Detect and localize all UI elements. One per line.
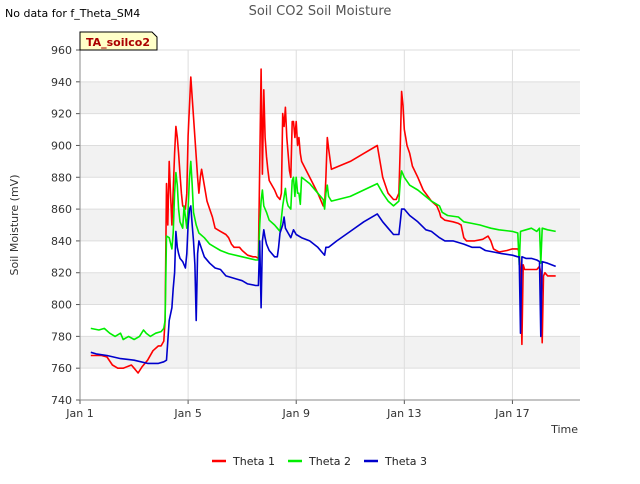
- background-band: [80, 209, 580, 241]
- x-tick-label: Jan 17: [494, 407, 529, 420]
- y-tick-label: 800: [51, 299, 72, 312]
- site-badge: TA_soilco2: [79, 31, 158, 51]
- axes: [76, 49, 580, 404]
- y-tick-label: 960: [51, 44, 72, 57]
- chart-title: Soil CO2 Soil Moisture: [249, 4, 392, 19]
- y-tick-label: 860: [51, 203, 72, 216]
- gridlines: [79, 49, 580, 401]
- background-band: [80, 272, 580, 305]
- series-line-theta-2: [90, 160, 556, 341]
- tick-labels: 740 760 780 800 820 840 860 880 900 920 940 960 Jan …: [51, 44, 530, 420]
- site-badge-label: TA_soilco2: [86, 36, 150, 49]
- background-bands: [80, 81, 580, 369]
- x-axis-label: Time: [550, 423, 578, 436]
- x-tick-label: Jan 9: [281, 407, 309, 420]
- y-tick-label: 780: [51, 330, 72, 343]
- legend-label-theta-1: Theta 1: [232, 455, 275, 468]
- site-badge-shape: [79, 31, 158, 51]
- y-tick-label: 740: [51, 394, 72, 407]
- y-axis-label: Soil Moisture (mV): [8, 175, 21, 276]
- legend-label-theta-2: Theta 2: [308, 455, 351, 468]
- y-tick-label: 880: [51, 171, 72, 184]
- background-band: [80, 81, 580, 114]
- y-tick-label: 920: [51, 108, 72, 121]
- y-tick-label: 840: [51, 235, 72, 248]
- no-data-note: No data for f_Theta_SM4: [5, 7, 141, 20]
- x-tick-label: Jan 1: [65, 407, 93, 420]
- series-line-theta-1: [90, 68, 556, 374]
- legend: Theta 1 Theta 2 Theta 3: [212, 455, 427, 468]
- x-tick-label: Jan 13: [386, 407, 421, 420]
- series-line-theta-3: [90, 205, 556, 365]
- y-tick-label: 940: [51, 76, 72, 89]
- y-tick-label: 900: [51, 139, 72, 152]
- x-tick-label: Jan 5: [173, 407, 201, 420]
- series-lines: [90, 68, 556, 374]
- legend-label-theta-3: Theta 3: [384, 455, 427, 468]
- y-tick-label: 760: [51, 362, 72, 375]
- y-tick-label: 820: [51, 267, 72, 280]
